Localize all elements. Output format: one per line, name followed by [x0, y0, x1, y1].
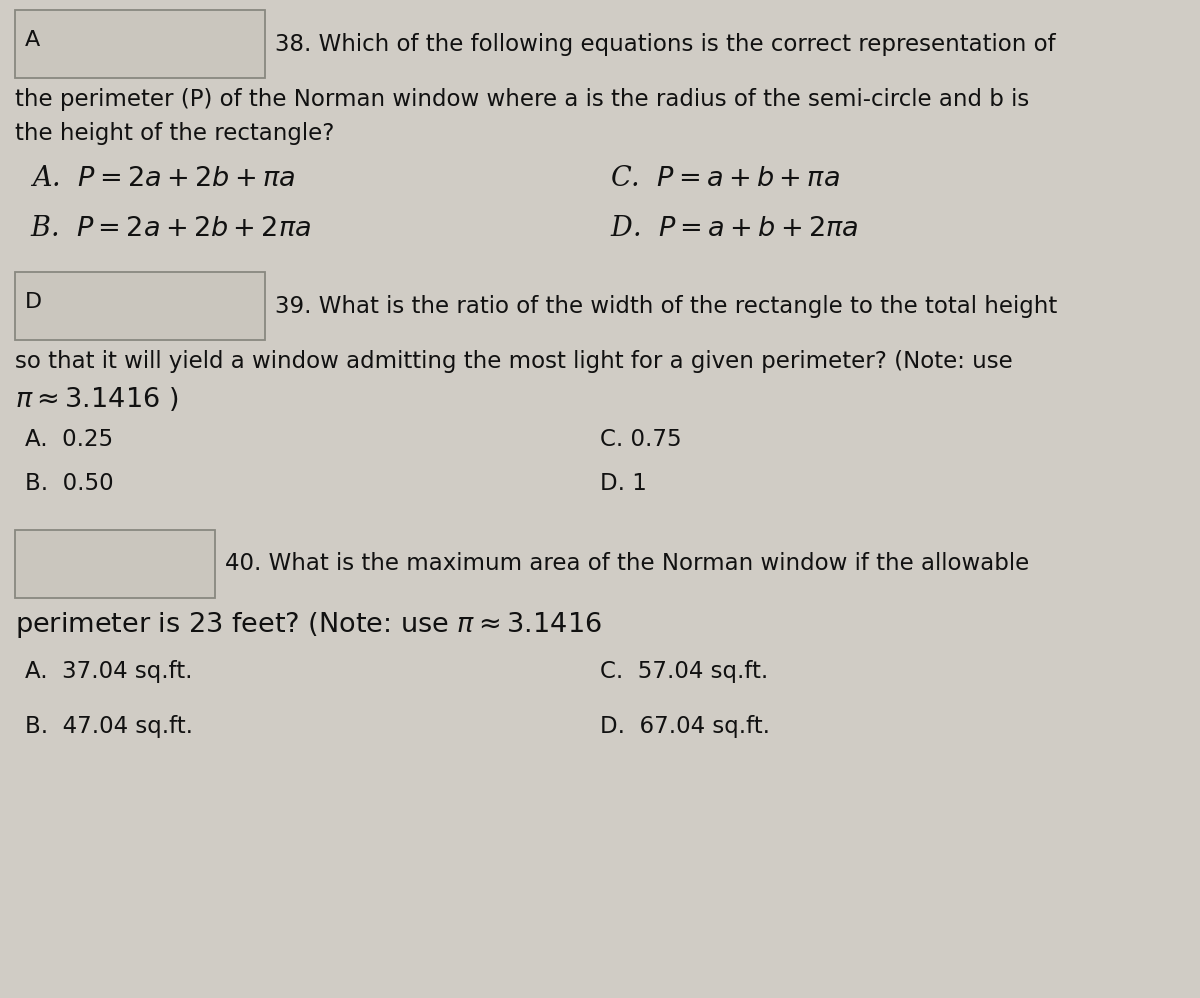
FancyBboxPatch shape [14, 10, 265, 78]
Text: D.  67.04 sq.ft.: D. 67.04 sq.ft. [600, 715, 770, 738]
Text: so that it will yield a window admitting the most light for a given perimeter? (: so that it will yield a window admitting… [14, 350, 1013, 373]
Text: the perimeter (P) of the Norman window where a is the radius of the semi-circle : the perimeter (P) of the Norman window w… [14, 88, 1030, 111]
Text: A: A [25, 30, 41, 50]
Text: B.  47.04 sq.ft.: B. 47.04 sq.ft. [25, 715, 193, 738]
Text: A.  37.04 sq.ft.: A. 37.04 sq.ft. [25, 660, 192, 683]
Text: the height of the rectangle?: the height of the rectangle? [14, 122, 335, 145]
Text: B.  $P = 2a + 2b + 2\pi a$: B. $P = 2a + 2b + 2\pi a$ [30, 215, 311, 242]
Text: perimeter is 23 feet? (Note: use $\pi \approx 3.1416$: perimeter is 23 feet? (Note: use $\pi \a… [14, 610, 601, 640]
FancyBboxPatch shape [14, 530, 215, 598]
Text: $\pi \approx 3.1416$ ): $\pi \approx 3.1416$ ) [14, 385, 179, 413]
Text: D.  $P = a + b + 2\pi a$: D. $P = a + b + 2\pi a$ [610, 215, 858, 242]
Text: B.  0.50: B. 0.50 [25, 472, 114, 495]
Text: A.  0.25: A. 0.25 [25, 428, 113, 451]
Text: 39. What is the ratio of the width of the rectangle to the total height: 39. What is the ratio of the width of th… [275, 294, 1057, 317]
FancyBboxPatch shape [14, 272, 265, 340]
Text: 40. What is the maximum area of the Norman window if the allowable: 40. What is the maximum area of the Norm… [226, 553, 1030, 576]
Text: A.  $P = 2a + 2b + \pi a$: A. $P = 2a + 2b + \pi a$ [30, 165, 295, 192]
Text: D: D [25, 292, 42, 312]
Text: C. 0.75: C. 0.75 [600, 428, 682, 451]
Text: C.  $P = a + b + \pi a$: C. $P = a + b + \pi a$ [610, 165, 840, 192]
Text: 38. Which of the following equations is the correct representation of: 38. Which of the following equations is … [275, 33, 1056, 56]
Text: C.  57.04 sq.ft.: C. 57.04 sq.ft. [600, 660, 768, 683]
Text: D. 1: D. 1 [600, 472, 647, 495]
